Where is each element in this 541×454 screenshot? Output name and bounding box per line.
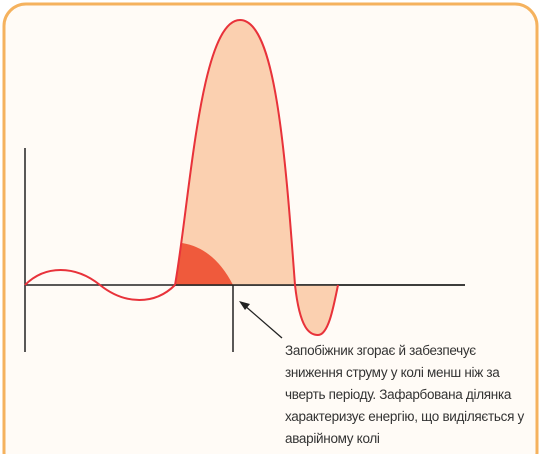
energy-area bbox=[175, 243, 233, 285]
fault-current bbox=[174, 18, 339, 337]
arrow-head bbox=[239, 301, 250, 310]
caption-line: аварійному колі bbox=[285, 431, 380, 446]
caption-line: зниження струму у колі менш ніж за bbox=[285, 365, 500, 380]
caption-line: Запобіжник згорає й забезпечує bbox=[285, 343, 476, 358]
normal-current bbox=[24, 269, 176, 301]
caption-line: чверть періоду. Зафарбована ділянка bbox=[285, 387, 512, 402]
negative-area bbox=[295, 285, 338, 335]
arrow bbox=[243, 304, 283, 339]
caption-line: характеризує енергію, що виділяється у bbox=[285, 409, 525, 424]
